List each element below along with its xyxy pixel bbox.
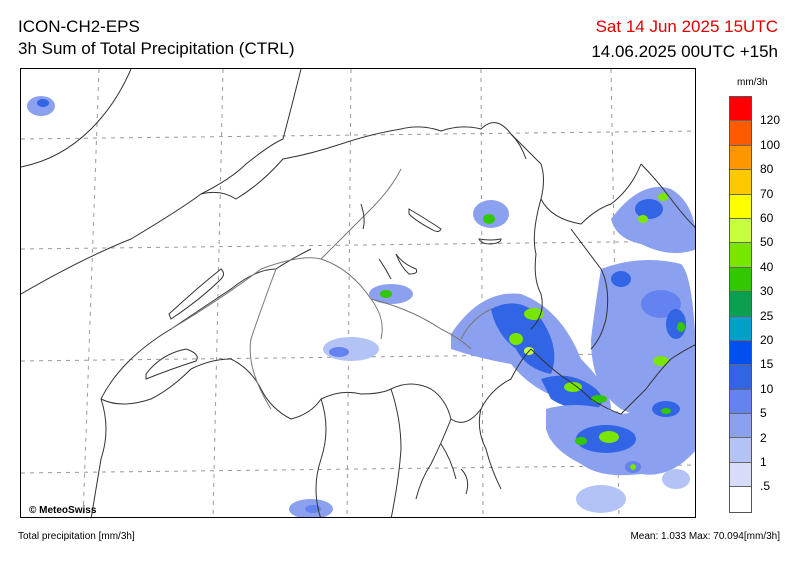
legend-swatch bbox=[730, 340, 751, 366]
legend-swatch bbox=[730, 462, 751, 488]
legend-label: 120 bbox=[760, 113, 781, 128]
legend-label: 25 bbox=[760, 308, 774, 323]
footer-variable: Total precipitation [mm/3h] bbox=[18, 531, 135, 542]
legend-swatch bbox=[730, 487, 751, 512]
legend-swatch bbox=[730, 438, 751, 463]
precipitation-areas bbox=[27, 96, 695, 517]
mean-label: Mean: bbox=[630, 531, 659, 542]
max-value: 70.094 bbox=[713, 531, 744, 542]
legend-swatch bbox=[730, 414, 751, 439]
legend-label: 70 bbox=[760, 186, 774, 201]
legend-label: 100 bbox=[760, 137, 781, 152]
map-canvas: © MeteoSwiss bbox=[21, 69, 695, 517]
legend-label: 15 bbox=[760, 357, 774, 372]
legend-label: .5 bbox=[760, 479, 771, 494]
precipitation-map: © MeteoSwiss bbox=[20, 68, 696, 518]
legend-label: 20 bbox=[760, 333, 774, 347]
copyright: © MeteoSwiss bbox=[29, 505, 97, 516]
legend-swatch bbox=[730, 218, 751, 244]
legend-swatch bbox=[730, 97, 751, 122]
legend-label: 60 bbox=[760, 211, 774, 225]
legend-label: 2 bbox=[760, 430, 767, 445]
legend-label: 50 bbox=[760, 235, 774, 250]
legend-label: 40 bbox=[760, 259, 774, 274]
color-legend bbox=[729, 96, 752, 513]
run-time: 14.06.2025 00UTC +15h bbox=[591, 42, 778, 61]
legend-swatch bbox=[730, 292, 751, 317]
legend-swatch bbox=[730, 170, 751, 195]
product-title: 3h Sum of Total Precipitation (CTRL) bbox=[18, 39, 295, 58]
legend-swatch bbox=[730, 267, 751, 293]
legend-label: 10 bbox=[760, 381, 774, 396]
legend-label: 30 bbox=[760, 284, 774, 299]
legend-swatch bbox=[730, 145, 751, 171]
legend-label: 80 bbox=[760, 162, 774, 177]
max-label: Max: bbox=[688, 531, 711, 542]
legend-label: 1 bbox=[760, 455, 767, 469]
valid-time: Sat 14 Jun 2025 15UTC bbox=[595, 17, 778, 36]
model-title: ICON-CH2-EPS bbox=[18, 17, 140, 36]
legend-swatch bbox=[730, 121, 751, 146]
country-borders bbox=[21, 69, 695, 517]
lakes bbox=[145, 203, 502, 495]
mean-value: 1.033 bbox=[661, 531, 687, 542]
legend-swatch bbox=[730, 194, 751, 219]
regional-borders bbox=[170, 168, 492, 410]
legend-swatch bbox=[730, 389, 751, 415]
stats-unit: [mm/3h] bbox=[743, 531, 780, 542]
legend-unit: mm/3h bbox=[737, 77, 768, 88]
legend-swatch bbox=[730, 243, 751, 268]
footer-stats: Mean: 1.033 Max: 70.094[mm/3h] bbox=[630, 531, 780, 542]
legend-swatch bbox=[730, 365, 751, 390]
legend-label: 5 bbox=[760, 406, 767, 421]
legend-swatch bbox=[730, 316, 751, 341]
